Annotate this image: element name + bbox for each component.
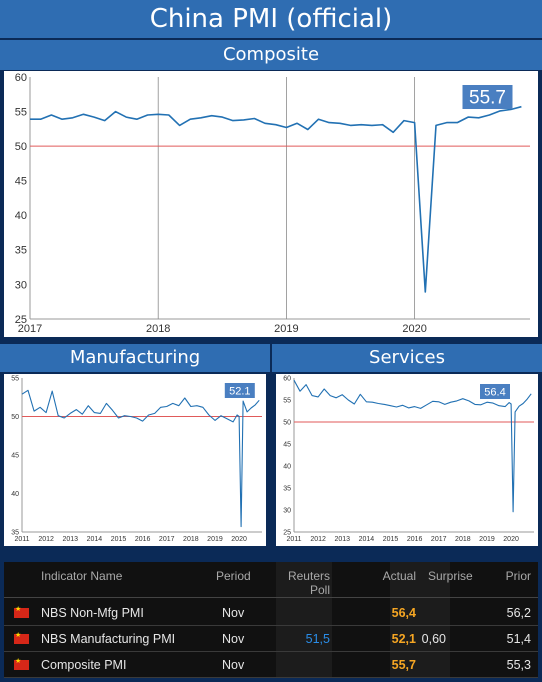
row-actual: 52,1: [391, 632, 416, 646]
y-tick-label: 45: [11, 452, 19, 459]
manufacturing-chart-panel: 35 40 45 50 55 2011 2012 2013 2014 2015 2016 2017 20…: [4, 374, 266, 546]
y-tick-label: 35: [283, 485, 291, 492]
row-period: Nov: [222, 632, 245, 646]
x-tick-label: 2013: [334, 536, 350, 543]
y-tick-label: 30: [15, 279, 27, 291]
x-tick-label: 2018: [146, 323, 170, 335]
row-poll: 51,5: [305, 632, 330, 646]
row-period: Nov: [222, 658, 245, 672]
x-tick-label: 2019: [207, 536, 223, 543]
x-tick-label: 2015: [383, 536, 399, 543]
x-tick-label: 2019: [274, 323, 298, 335]
y-tick-label: 25: [15, 314, 27, 326]
y-tick-label: 45: [283, 441, 291, 448]
pmi-table: Indicator Name Period Reuters Poll Actua…: [4, 562, 538, 678]
series-line: [293, 379, 532, 513]
x-tick-label: 2017: [431, 536, 447, 543]
china-flag-icon: [14, 657, 29, 670]
row-surprise: 0,60: [421, 632, 446, 646]
y-tick-label: 60: [283, 375, 291, 382]
row-poll: [280, 652, 330, 678]
x-tick-label: 2014: [359, 536, 375, 543]
series-line: [30, 105, 522, 293]
y-tick-label: 25: [283, 529, 291, 536]
y-tick-label: 45: [15, 176, 27, 188]
table-row[interactable]: NBS Non-Mfg PMI Nov 56,4 56,2: [4, 600, 538, 626]
china-flag-icon: [14, 605, 29, 618]
composite-header: Composite: [0, 40, 542, 70]
latest-value-label: 55.7: [469, 88, 506, 109]
x-tick-label: 2017: [159, 536, 175, 543]
x-tick-label: 2016: [407, 536, 423, 543]
series-line: [21, 389, 260, 528]
table-row[interactable]: Composite PMI Nov 55,7 55,3: [4, 652, 538, 678]
latest-value-box: [480, 384, 510, 399]
surprise-column-shade: [390, 562, 450, 678]
header-prior[interactable]: Prior: [505, 569, 531, 583]
header-period[interactable]: Period: [216, 569, 251, 583]
row-indicator: NBS Non-Mfg PMI: [41, 606, 144, 620]
manufacturing-header: Manufacturing: [0, 344, 270, 372]
y-tick-label: 50: [15, 141, 27, 153]
x-tick-label: 2012: [310, 536, 326, 543]
y-tick-label: 35: [11, 529, 19, 536]
x-tick-label: 2019: [479, 536, 495, 543]
latest-value-label: 56.4: [484, 387, 505, 399]
x-tick-label: 2013: [62, 536, 78, 543]
row-prior: 51,4: [506, 632, 531, 646]
row-actual: 55,7: [391, 658, 416, 672]
table-row[interactable]: NBS Manufacturing PMI Nov 51,5 52,1 0,60…: [4, 626, 538, 652]
china-flag-icon: [14, 631, 29, 644]
y-tick-label: 55: [283, 397, 291, 404]
row-surprise: [394, 652, 446, 678]
x-tick-label: 2014: [87, 536, 103, 543]
row-poll: [280, 600, 330, 626]
x-tick-label: 2011: [14, 536, 29, 543]
header-indicator[interactable]: Indicator Name: [41, 569, 123, 583]
y-tick-label: 40: [11, 491, 19, 498]
services-header: Services: [272, 344, 542, 372]
manufacturing-chart: 35 40 45 50 55 2011 2012 2013 2014 2015 2016 2017 20…: [11, 375, 262, 543]
row-period: Nov: [222, 606, 245, 620]
header-actual[interactable]: Actual: [382, 569, 416, 583]
y-tick-label: 30: [283, 507, 291, 514]
composite-chart-panel: 25 30 35 40 45 50 55 60 2017 2018 2019 2020 55.7: [4, 71, 538, 337]
y-tick-label: 60: [15, 72, 27, 84]
row-actual: 56,4: [391, 606, 416, 620]
x-tick-label: 2016: [135, 536, 151, 543]
x-tick-label: 2015: [111, 536, 127, 543]
x-tick-label: 2020: [231, 536, 247, 543]
latest-value-box: [224, 383, 255, 398]
y-tick-label: 55: [15, 106, 27, 118]
services-chart-panel: 25 30 35 40 45 50 55 60 2011 2012 2013 2014 2015 2016…: [276, 374, 538, 546]
x-tick-label: 2018: [455, 536, 471, 543]
y-tick-label: 55: [11, 375, 19, 382]
y-tick-label: 50: [283, 419, 291, 426]
header-surprise[interactable]: Surprise: [428, 569, 473, 583]
x-tick-label: 2020: [503, 536, 519, 543]
services-chart: 25 30 35 40 45 50 55 60 2011 2012 2013 2014 2015 2016…: [283, 375, 534, 543]
row-indicator: NBS Manufacturing PMI: [41, 632, 176, 646]
x-tick-label: 2018: [183, 536, 199, 543]
y-tick-label: 50: [11, 414, 19, 421]
poll-column-shade: [276, 562, 332, 678]
x-tick-label: 2011: [286, 536, 301, 543]
x-tick-label: 2017: [18, 323, 42, 335]
latest-value-box: [462, 85, 513, 109]
page-title: China PMI (official): [0, 0, 542, 38]
row-prior: 55,3: [506, 658, 531, 672]
x-tick-label: 2012: [38, 536, 54, 543]
row-prior: 56,2: [506, 606, 531, 620]
composite-chart: 25 30 35 40 45 50 55 60 2017 2018 2019 2020 55.7: [15, 72, 530, 335]
row-indicator: Composite PMI: [41, 658, 127, 672]
y-tick-label: 35: [15, 245, 27, 257]
x-tick-label: 2020: [402, 323, 426, 335]
header-poll[interactable]: Reuters Poll: [287, 569, 330, 597]
table-header: Indicator Name Period Reuters Poll Actua…: [4, 562, 538, 598]
y-tick-label: 40: [15, 210, 27, 222]
y-tick-label: 40: [283, 463, 291, 470]
latest-value-label: 52.1: [229, 386, 250, 398]
row-surprise: [394, 600, 446, 626]
